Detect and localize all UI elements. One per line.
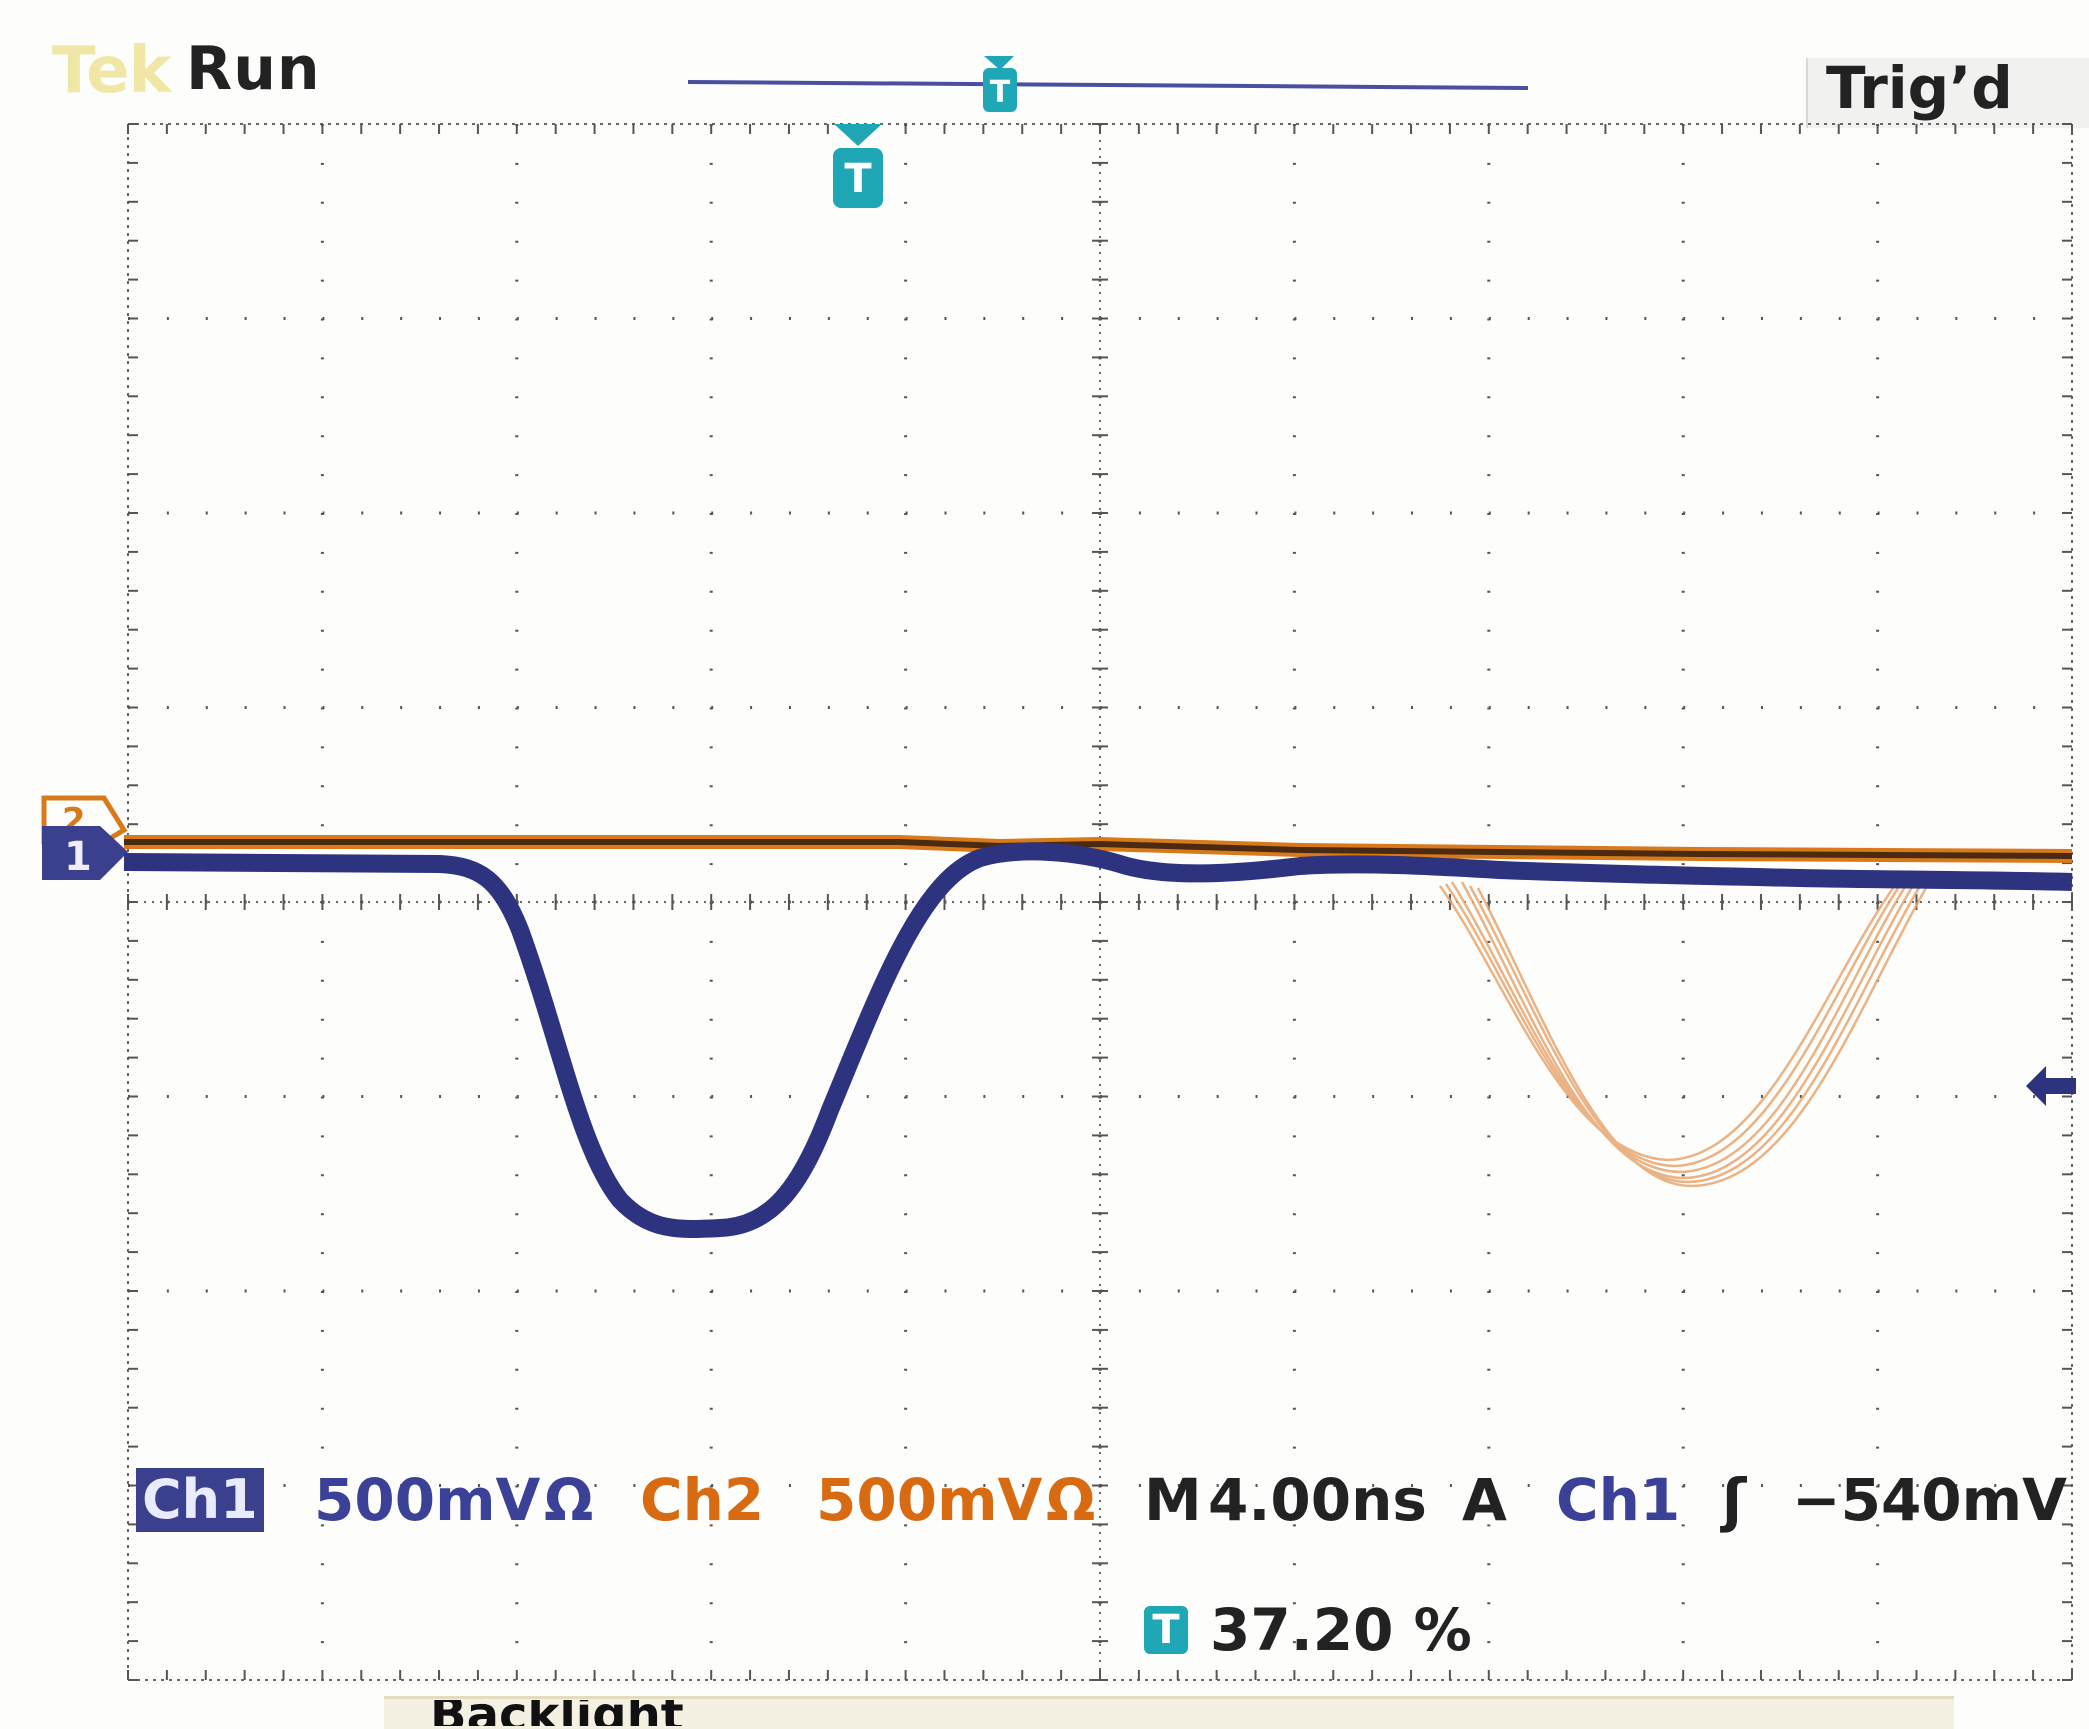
- trigger-slope-icon: ʃ: [1722, 1466, 1747, 1534]
- ch1-scale: 500mV: [314, 1466, 541, 1534]
- svg-text:T: T: [990, 75, 1011, 110]
- trigger-source: Ch1: [1556, 1466, 1681, 1534]
- backlight-softkey[interactable]: [384, 1696, 1954, 1729]
- record-position-bar: [687, 80, 1529, 90]
- ch2-scale: 500mV: [816, 1466, 1043, 1534]
- trigger-position-marker[interactable]: T: [833, 124, 883, 208]
- trigger-status: Trig’d: [1826, 54, 2013, 122]
- brand-logo: Tek: [52, 34, 171, 108]
- graticule: [127, 123, 2073, 1681]
- trigger-mode: A: [1462, 1466, 1507, 1534]
- timebase-prefix: M: [1144, 1466, 1202, 1534]
- channel2-trace: [124, 835, 2073, 1188]
- status-bar: Tek Run Trig’d: [0, 0, 2089, 130]
- ch1-termination-icon: Ω: [544, 1466, 594, 1534]
- backlight-softkey-label: Backlight: [430, 1700, 684, 1726]
- trigger-position-icon: T: [1144, 1606, 1188, 1654]
- channel1-trace: [123, 842, 2073, 1238]
- trigger-level[interactable]: −540mV: [1792, 1466, 2067, 1534]
- svg-text:T: T: [844, 156, 872, 202]
- run-status: Run: [186, 34, 321, 104]
- timebase-value[interactable]: 4.00ns: [1208, 1466, 1427, 1534]
- trigger-level-arrow-icon[interactable]: [2026, 1066, 2076, 1106]
- channel1-ground-marker[interactable]: 1: [42, 826, 128, 880]
- svg-text:1: 1: [64, 834, 92, 880]
- ch2-label[interactable]: Ch2: [640, 1466, 765, 1534]
- trigger-status-box: [1806, 58, 2089, 128]
- trigger-position-value: 37.20 %: [1210, 1596, 1472, 1664]
- record-trigger-marker: T: [983, 56, 1017, 112]
- ch2-termination-icon: Ω: [1046, 1466, 1096, 1534]
- ch1-badge[interactable]: Ch1: [136, 1468, 264, 1532]
